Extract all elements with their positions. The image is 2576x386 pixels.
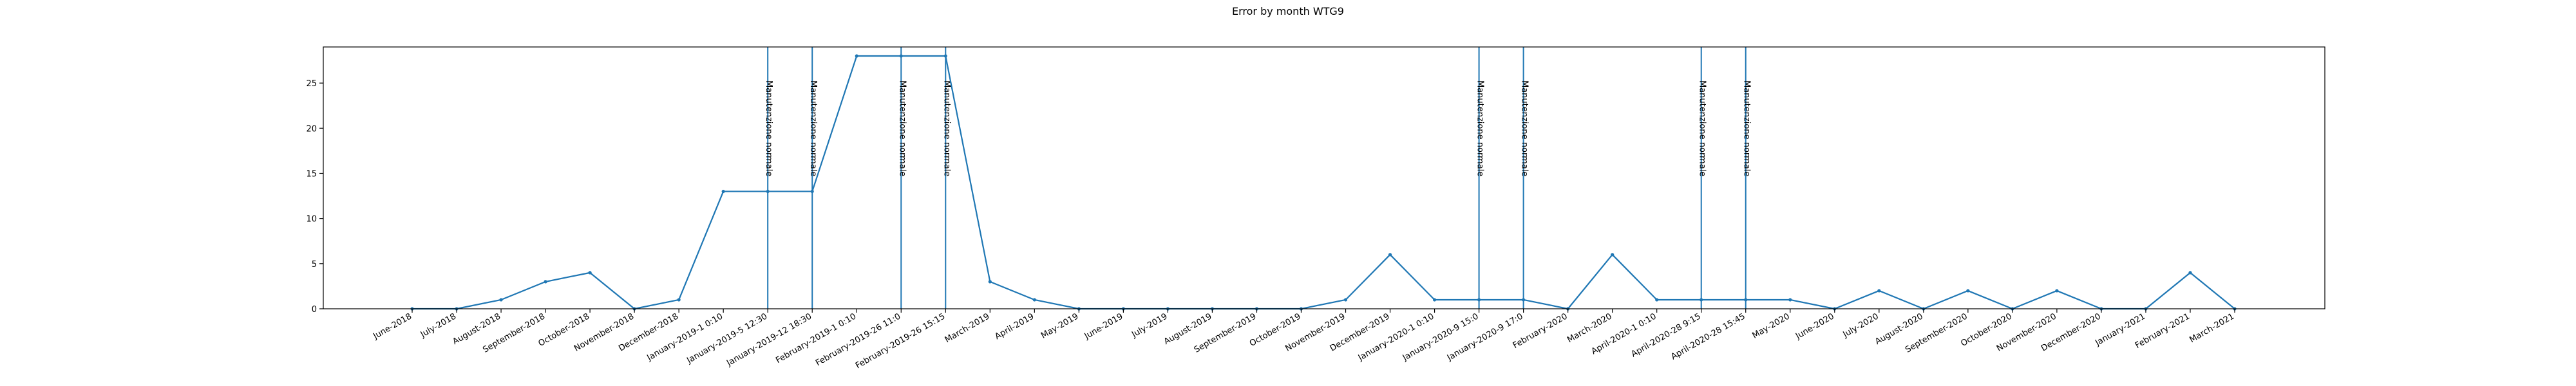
data-point	[1700, 298, 1703, 302]
data-point	[677, 298, 681, 302]
data-point	[2188, 271, 2192, 275]
y-tick-label: 20	[306, 124, 317, 134]
chart-title: Error by month WTG9	[1232, 5, 1344, 17]
data-point	[588, 271, 592, 275]
annotation-label: Manutenzione normale	[764, 80, 773, 176]
y-tick-label: 0	[312, 305, 317, 315]
data-point	[721, 189, 725, 194]
data-point	[1388, 253, 1392, 257]
annotation-label: Manutenzione normale	[942, 80, 951, 176]
annotation-layer: Manutenzione normale Manutenzione normale…	[764, 47, 1752, 309]
data-point	[1522, 298, 1526, 302]
series-line	[412, 55, 2235, 310]
annotation-label: Manutenzione normale	[808, 80, 818, 176]
x-tick-label: July-2018	[419, 311, 458, 340]
y-tick-label: 5	[312, 260, 317, 270]
x-tick-label: February-2019-1 0:10	[774, 311, 858, 365]
x-tick-label: June-2020	[1794, 311, 1836, 342]
x-tick-label: May-2020	[1750, 311, 1791, 340]
data-point	[499, 298, 503, 302]
x-tick-label: July-2019	[1130, 311, 1169, 340]
data-point	[766, 189, 770, 194]
annotation-label: Manutenzione normale	[1520, 80, 1530, 176]
data-point	[1432, 298, 1437, 302]
x-tick-label: January-2019-12 18:30	[724, 311, 813, 368]
data-point	[1032, 298, 1036, 302]
x-tick-label: June-2018	[371, 311, 413, 342]
x-tick-label: April-2019	[993, 311, 1036, 342]
data-point	[855, 54, 858, 58]
data-point	[544, 280, 547, 284]
plot-frame	[323, 46, 2325, 309]
annotation-label: Manutenzione normale	[1742, 80, 1752, 176]
x-tick-label: January-2019-5 12:30	[685, 311, 769, 365]
annotation-label: Manutenzione normale	[897, 80, 907, 176]
y-tick-label: 15	[306, 169, 317, 179]
y-tick-label: 25	[306, 79, 317, 89]
x-tick-label: January-2020-9 17:0	[1445, 311, 1525, 363]
data-point	[1343, 298, 1348, 302]
x-tick-label: January-2020-1 0:10	[1356, 311, 1436, 363]
data-point	[1611, 253, 1615, 257]
x-tick-label: March-2021	[2188, 311, 2236, 345]
data-point	[1655, 298, 1659, 302]
x-tick-label: March-2019	[943, 311, 992, 345]
data-point	[810, 189, 814, 194]
annotation-label: Manutenzione normale	[1698, 80, 1707, 176]
data-point	[1788, 298, 1792, 302]
series-layer	[410, 54, 2237, 311]
data-point	[988, 280, 992, 284]
x-tick-label: April-2020-28 15:45	[1669, 311, 1747, 362]
y-tick-label: 10	[306, 215, 317, 225]
data-point	[1966, 289, 1970, 293]
x-tick-label: July-2020	[1841, 311, 1880, 340]
x-tick-label: June-2019	[1083, 311, 1125, 342]
data-point	[1744, 298, 1748, 302]
x-tick-label: May-2019	[1039, 311, 1080, 340]
data-point	[2055, 289, 2059, 293]
data-point	[943, 54, 947, 58]
data-point	[1877, 289, 1881, 293]
x-tick-label: January-2020-9 15:0	[1401, 311, 1481, 363]
x-tick-label: January-2019-1 0:10	[645, 311, 725, 363]
annotation-label: Manutenzione normale	[1475, 80, 1485, 176]
data-point	[1477, 298, 1481, 302]
data-point	[899, 54, 903, 58]
